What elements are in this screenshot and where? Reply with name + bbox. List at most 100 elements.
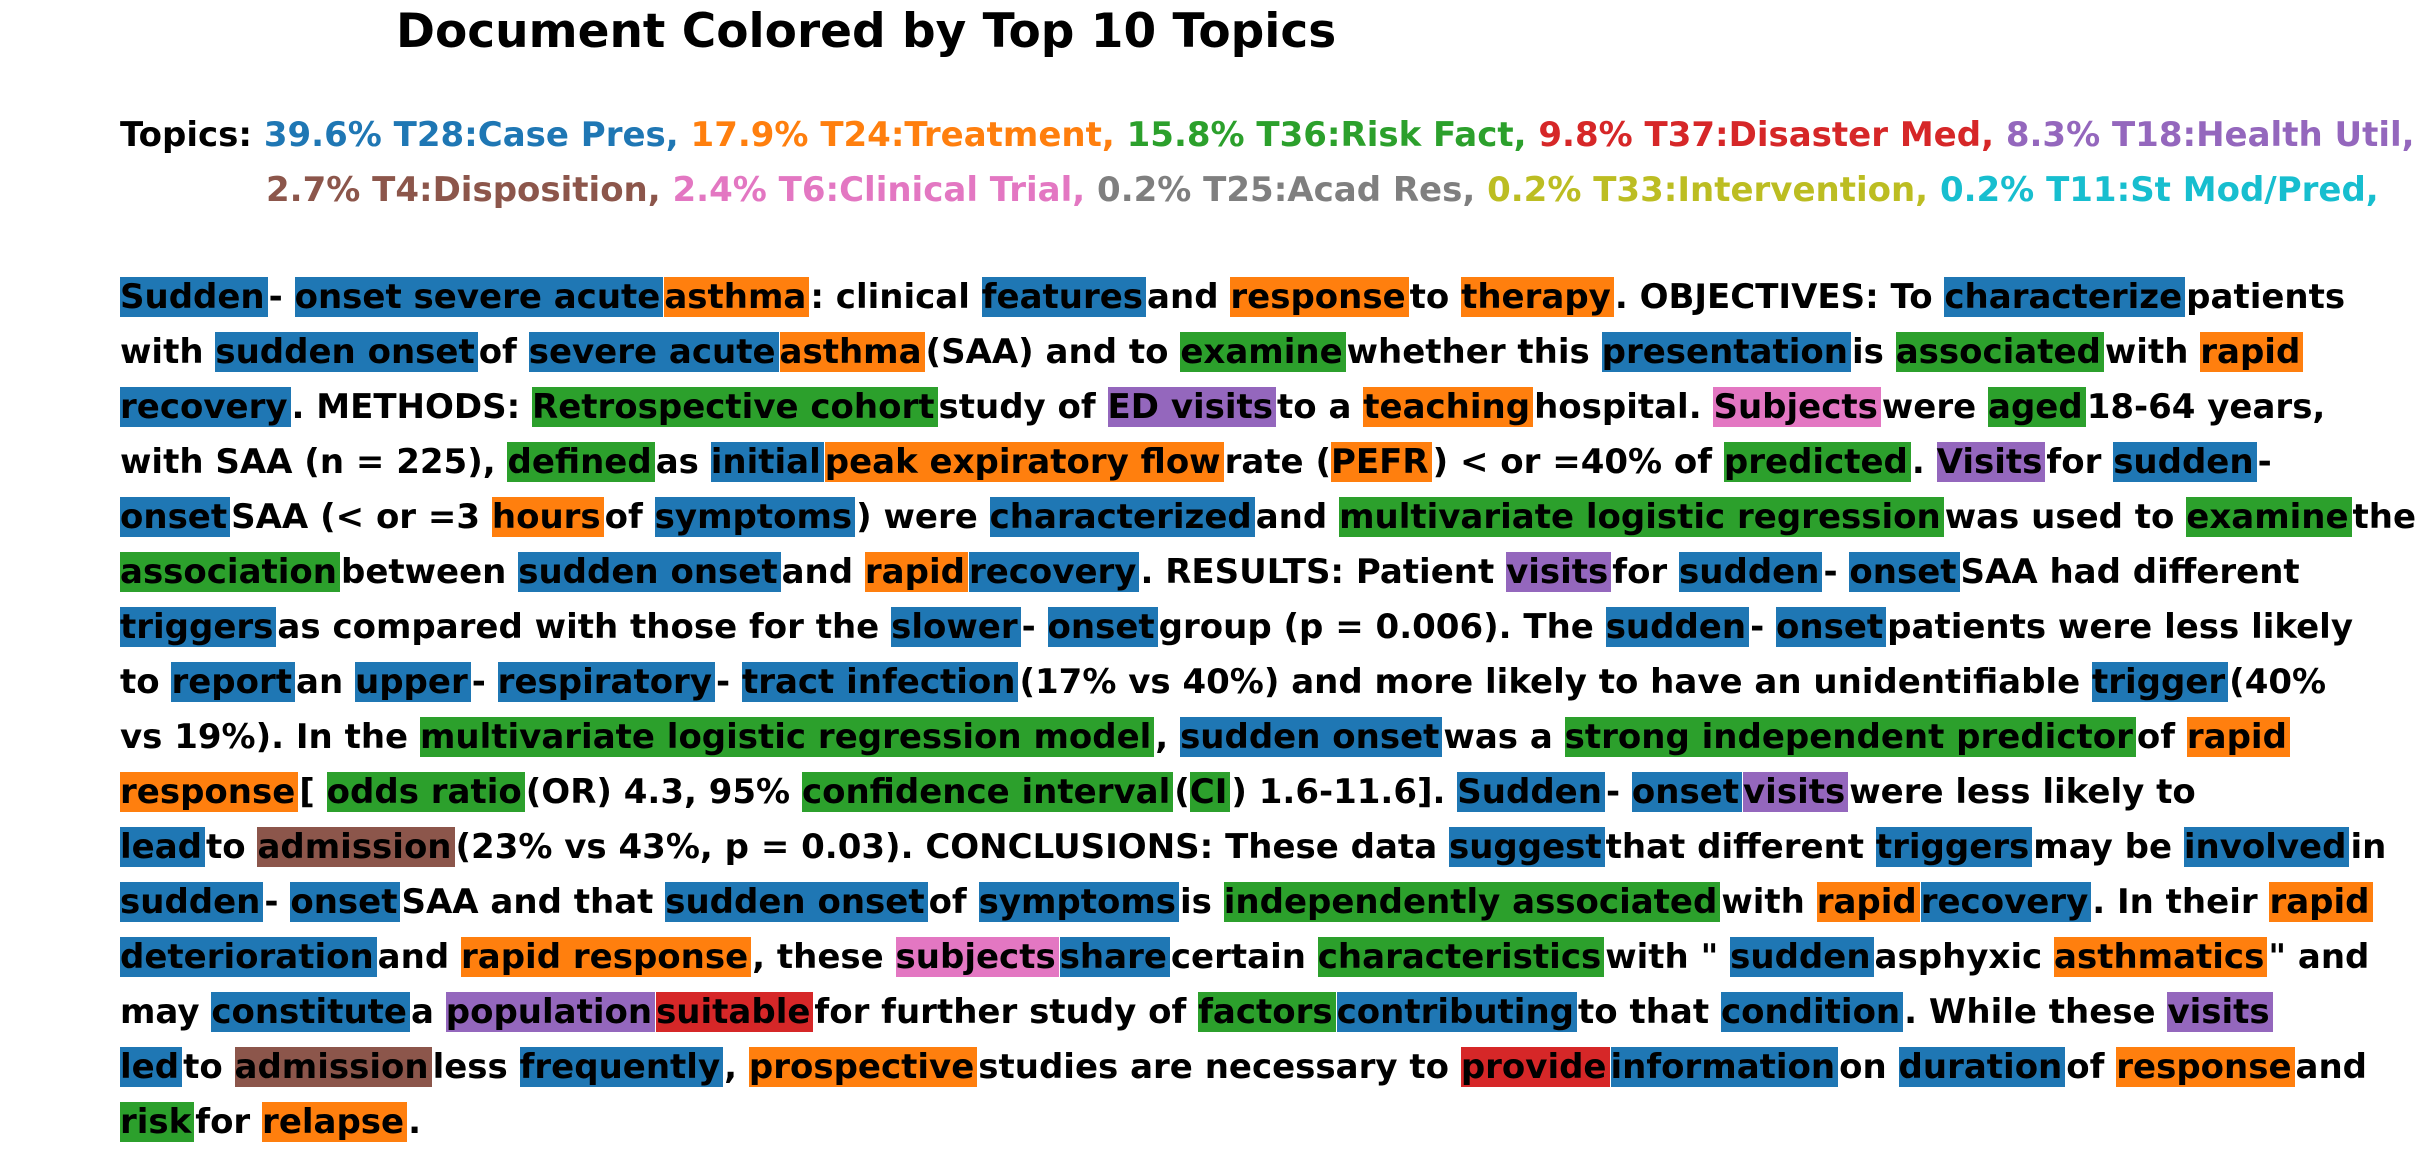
document-line: led to admission less frequently, prospect… — [120, 1040, 2420, 1095]
plain-text: to that — [1578, 992, 1721, 1032]
topic-token-t28: sudden — [1605, 607, 1750, 647]
topic-token-t28: share — [1059, 937, 1170, 977]
topic-token-t18: Visits — [1936, 442, 2046, 482]
plain-text: : clinical — [810, 277, 982, 317]
plain-text: for — [1612, 552, 1680, 592]
topic-token-t36: strong independent predictor — [1564, 717, 2136, 757]
topics-label: Topics: — [120, 115, 253, 155]
document-line: deterioration and rapid response, these s… — [120, 930, 2420, 985]
topic-token-t36: odds ratio — [326, 772, 525, 812]
topic-token-t28: duration — [1898, 1047, 2066, 1087]
topic-token-t36: examine — [1180, 332, 1346, 372]
topic-token-t24: response — [120, 772, 299, 812]
chart-title: Document Colored by Top 10 Topics — [396, 4, 1337, 59]
topic-token-t28: information — [1610, 1047, 1839, 1087]
plain-text: on — [1839, 1047, 1899, 1087]
plain-text: whether this — [1346, 332, 1602, 372]
topics-legend-row: 2.7% T4:Disposition, 2.4% T6:Clinical Tr… — [120, 163, 2415, 218]
topic-token-t28: triggers — [120, 607, 277, 647]
topic-token-t36: characteristics — [1317, 937, 1605, 977]
topic-legend-t37: 9.8% T37:Disaster Med, — [1538, 115, 1994, 155]
plain-text: rate ( — [1224, 442, 1331, 482]
plain-text: as — [655, 442, 711, 482]
topic-token-t28: triggers — [1875, 827, 2033, 867]
plain-text: was used to — [1944, 497, 2187, 537]
document-line: Sudden - onset severe acute asthma: clinic… — [120, 270, 2420, 325]
plain-text: of — [2066, 1047, 2117, 1087]
topic-token-t28: Sudden — [1457, 772, 1605, 812]
plain-text: to — [120, 662, 172, 702]
topic-token-t28: lead — [120, 827, 205, 867]
plain-text: was a — [1443, 717, 1565, 757]
topic-token-t28: sudden — [120, 882, 264, 922]
plain-text: - — [264, 882, 291, 922]
plain-text: vs 19%). In the — [120, 717, 420, 757]
plain-text: - — [715, 662, 742, 702]
topic-token-t24: rapid — [1816, 882, 1920, 922]
plain-text: less — [432, 1047, 520, 1087]
plain-text: of — [928, 882, 979, 922]
topic-token-t24: rapid response — [461, 937, 752, 977]
topic-token-t36: defined — [507, 442, 655, 482]
plain-text: to — [183, 1047, 235, 1087]
topic-token-t37: suitable — [656, 992, 814, 1032]
topic-token-t28: Sudden — [120, 277, 268, 317]
plain-text: with — [2104, 332, 2201, 372]
plain-text: SAA had different — [1960, 552, 2300, 592]
plain-text: with — [1721, 882, 1817, 922]
topic-token-t24: asthma — [779, 332, 925, 372]
topic-token-t28: contributing — [1336, 992, 1577, 1032]
plain-text: patients — [2186, 277, 2346, 317]
topic-token-t28: deterioration — [120, 937, 377, 977]
plain-text: - — [1750, 607, 1777, 647]
topic-token-t36: risk — [120, 1102, 195, 1142]
plain-text: SAA (< or =3 — [231, 497, 492, 537]
topic-legend-t24: 17.9% T24:Treatment, — [690, 115, 1115, 155]
document-line: with sudden onset of severe acute asthma (S… — [120, 325, 2420, 380]
plain-text: is — [1180, 882, 1224, 922]
topic-token-t36: confidence interval — [801, 772, 1174, 812]
topic-token-t24: response — [1230, 277, 1409, 317]
plain-text: and — [1147, 277, 1231, 317]
plain-text: ) 1.6-11.6]. — [1231, 772, 1458, 812]
plain-text: " and — [2268, 937, 2370, 977]
topic-token-t36: factors — [1198, 992, 1336, 1032]
plain-text: (23% vs 43%, p = 0.03). CONCLUSIONS: The… — [455, 827, 1449, 867]
topic-token-t18: population — [445, 992, 656, 1032]
topic-token-t6: subjects — [895, 937, 1059, 977]
plain-text: may — [120, 992, 212, 1032]
topic-token-t28: slower — [891, 607, 1021, 647]
topic-token-t36: associated — [1895, 332, 2104, 372]
plain-text: asphyxic — [1874, 937, 2055, 977]
plain-text: , — [1155, 717, 1181, 757]
topic-token-t28: respiratory — [497, 662, 715, 702]
topic-token-t6: Subjects — [1713, 387, 1881, 427]
topic-token-t36: CI — [1189, 772, 1231, 812]
topic-token-t28: characterized — [989, 497, 1255, 537]
plain-text: to — [206, 827, 258, 867]
plain-text: (OR) 4.3, 95% — [525, 772, 802, 812]
topic-token-t18: visits — [1506, 552, 1612, 592]
topic-token-t28: onset severe acute — [294, 277, 664, 317]
topic-token-t28: onset — [1776, 607, 1887, 647]
document-line: recovery. METHODS: Retrospective cohort s… — [120, 380, 2420, 435]
document-line: sudden - onset SAA and that sudden onset of… — [120, 875, 2420, 930]
plain-text: [ — [299, 772, 327, 812]
topic-token-t37: provide — [1460, 1047, 1610, 1087]
topic-token-t28: sudden onset — [518, 552, 781, 592]
plain-text: studies are necessary to — [978, 1047, 1461, 1087]
document-line: onset SAA (< or =3 hours of symptoms) were… — [120, 490, 2420, 545]
topic-token-t28: onset — [1849, 552, 1960, 592]
plain-text: of — [478, 332, 529, 372]
topic-token-t28: sudden onset — [1180, 717, 1443, 757]
plain-text: may be — [2033, 827, 2184, 867]
plain-text: the — [2352, 497, 2417, 537]
plain-text: . METHODS: — [291, 387, 533, 427]
plain-text: - — [1823, 552, 1850, 592]
topic-token-t24: rapid — [2186, 717, 2290, 757]
plain-text: with " — [1605, 937, 1731, 977]
topic-token-t28: initial — [710, 442, 824, 482]
topic-token-t28: upper — [355, 662, 471, 702]
plain-text: ) < or =40% of — [1432, 442, 1724, 482]
plain-text: of — [604, 497, 655, 537]
